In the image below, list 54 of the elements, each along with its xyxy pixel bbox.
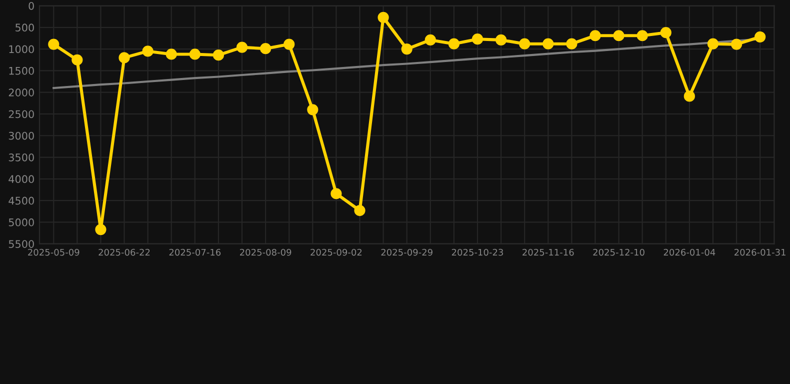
x-tick-label: 2025-10-23 <box>452 248 504 256</box>
point <box>142 46 154 57</box>
x-tick-label: 2025-11-16 <box>522 248 574 256</box>
y-tick-label: 5000 <box>8 218 34 226</box>
point <box>284 38 295 50</box>
point <box>542 38 554 50</box>
x-tick-label: 2025-06-22 <box>98 248 150 256</box>
x-tick-label: 2025-12-10 <box>593 248 644 256</box>
x-tick-label: 2025-08-09 <box>240 248 292 256</box>
point <box>495 34 507 46</box>
x-tick-label: 2026-01-04 <box>664 248 716 256</box>
x-tick-label: 2025-05-09 <box>28 248 80 256</box>
point <box>260 43 272 54</box>
point <box>189 48 200 60</box>
y-tick-label: 1500 <box>9 66 34 75</box>
y-tick-label: 4000 <box>8 175 34 184</box>
point <box>48 38 60 50</box>
point <box>307 104 318 116</box>
y-tick-label: 2000 <box>8 88 34 96</box>
y-tick-label: 3000 <box>8 132 34 140</box>
point <box>401 43 412 55</box>
point <box>166 48 177 60</box>
point <box>707 38 719 50</box>
x-tick-label: 2026-01-31 <box>734 248 786 256</box>
point <box>660 27 672 38</box>
point <box>118 52 130 64</box>
point <box>754 31 766 42</box>
point <box>424 34 436 46</box>
point <box>236 42 248 53</box>
point <box>730 38 742 50</box>
point <box>354 204 366 216</box>
y-tick-label: 3500 <box>8 153 34 162</box>
x-tick-label: 2025-07-16 <box>169 248 221 256</box>
point <box>212 50 224 61</box>
point <box>566 38 578 50</box>
point <box>590 30 601 42</box>
y-tick-label: 500 <box>16 24 34 32</box>
point <box>448 38 460 50</box>
point <box>636 30 648 42</box>
point <box>472 34 484 45</box>
point <box>95 224 106 236</box>
y-tick-label: 2500 <box>8 110 34 118</box>
x-tick-label: 2025-09-29 <box>381 248 432 256</box>
y-tick-label: 5500 <box>8 240 34 248</box>
x-tick-label: 2025-09-02 <box>310 248 362 256</box>
y-tick-label: 0 <box>28 2 34 10</box>
y-tick-label: 4500 <box>8 196 34 205</box>
y-tick-label: 1000 <box>9 45 34 54</box>
point <box>330 188 342 200</box>
point <box>519 38 530 50</box>
point <box>72 54 83 66</box>
point <box>684 90 695 102</box>
point <box>378 12 389 24</box>
point <box>613 30 624 42</box>
